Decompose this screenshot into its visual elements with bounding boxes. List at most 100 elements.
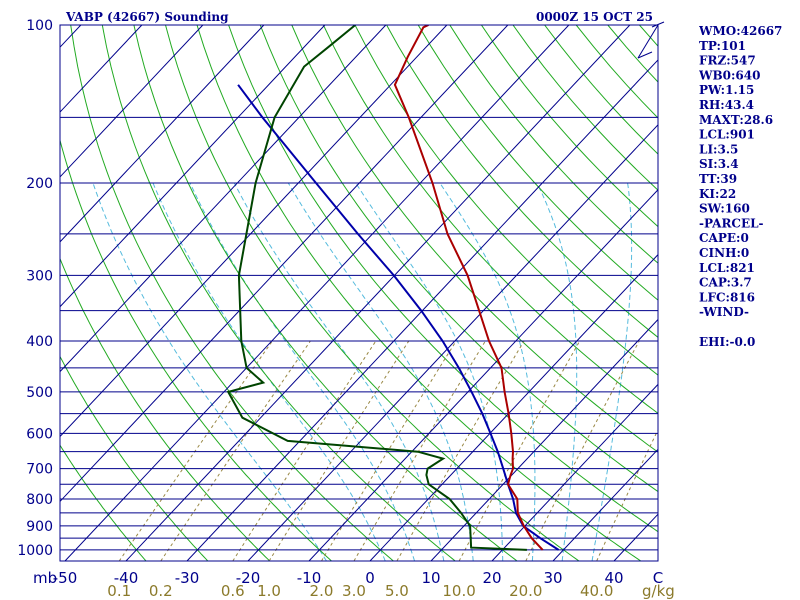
wind-barb-icon xyxy=(637,21,665,59)
pressure-tick-label: 1000 xyxy=(17,543,53,559)
index-item: CINH:0 xyxy=(699,246,749,260)
index-item: CAPE:0 xyxy=(699,231,749,245)
index-item: -WIND- xyxy=(699,305,749,319)
mixing-ratio-tick-label: 5.0 xyxy=(385,582,409,600)
mixing-ratio-line xyxy=(596,428,658,561)
mixing-ratio-tick-label: 0.1 xyxy=(107,582,131,600)
mixing-ratio-line xyxy=(353,340,486,561)
mixing-ratio-line xyxy=(118,340,273,561)
mixing-ratio-tick-label: 0.6 xyxy=(221,582,245,600)
mixing-ratio-line xyxy=(458,340,581,561)
dewpoint-trace xyxy=(226,25,527,551)
index-item: KI:22 xyxy=(699,187,736,201)
temperature-tick-label: 30 xyxy=(543,569,562,587)
dry-adiabat-line xyxy=(449,25,658,264)
pressure-tick-label: 700 xyxy=(26,462,53,478)
pressure-axis-labels: 100 200 300 400 500 600 700 800 900 1000 xyxy=(17,18,53,559)
index-item: WMO:42667 xyxy=(699,24,782,38)
isotherm-line xyxy=(430,318,658,561)
dry-adiabat-line xyxy=(60,444,147,561)
pressure-tick-label: 300 xyxy=(26,268,53,284)
isotherm-line xyxy=(0,25,20,561)
isotherm-line xyxy=(60,25,265,243)
isotherm-line xyxy=(369,253,658,561)
dry-adiabat-line xyxy=(354,25,658,376)
index-item: LI:3.5 xyxy=(699,142,738,156)
isotherm-line xyxy=(491,383,658,561)
index-item: FRZ:547 xyxy=(699,54,756,68)
isotherms xyxy=(0,25,658,561)
indices-list: WMO:42667TP:101FRZ:547WB0:640PW:1.15RH:4… xyxy=(699,24,782,349)
pressure-unit-label: mb xyxy=(33,569,57,587)
mixing-ratio-unit-label: g/kg xyxy=(642,582,675,600)
isotherm-line xyxy=(60,25,509,503)
profiles xyxy=(226,25,560,551)
isotherm-line xyxy=(60,25,326,308)
index-item: SW:160 xyxy=(699,202,750,216)
mixing-ratio-tick-label: 1.0 xyxy=(257,582,281,600)
index-item: RH:43.4 xyxy=(699,98,754,112)
plot-frame xyxy=(59,24,659,562)
index-item: LCL:901 xyxy=(699,128,755,142)
mixing-ratio-tick-label: 40.0 xyxy=(580,582,613,600)
pressure-tick-label: 600 xyxy=(26,426,53,442)
mixing-ratio-lines xyxy=(118,340,658,561)
temperature-axis-labels: -50 -40 -30 -20 -10 0 10 20 30 40 C xyxy=(53,569,663,587)
dry-adiabat-line xyxy=(60,355,209,561)
mixing-ratio-line xyxy=(321,340,457,561)
index-item: -PARCEL- xyxy=(699,216,764,230)
dry-adiabat-line xyxy=(417,25,658,301)
mixing-ratio-line xyxy=(160,340,311,561)
moist-adiabat-line xyxy=(536,182,578,561)
pressure-tick-label: 200 xyxy=(26,176,53,192)
temperature-trace xyxy=(393,25,544,551)
isotherm-line xyxy=(60,25,143,113)
temperature-tick-label: 40 xyxy=(604,569,623,587)
dry-adiabat-line xyxy=(165,25,580,561)
mixing-ratio-tick-label: 0.2 xyxy=(149,582,173,600)
temperature-tick-label: 20 xyxy=(482,569,501,587)
pressure-tick-label: 900 xyxy=(26,519,53,535)
dry-adiabat-line xyxy=(259,25,658,493)
index-item: EHI:-0.0 xyxy=(699,335,755,349)
dry-adiabats xyxy=(60,25,658,561)
isotherm-line xyxy=(552,448,658,561)
mixing-ratio-tick-label: 2.0 xyxy=(310,582,334,600)
temperature-tick-label: -40 xyxy=(114,569,139,587)
temperature-tick-label: -50 xyxy=(53,569,78,587)
isotherm-line xyxy=(60,25,82,48)
mixing-ratio-tick-label: 3.0 xyxy=(342,582,366,600)
temperature-tick-label: -20 xyxy=(236,569,261,587)
mixing-ratio-tick-label: 10.0 xyxy=(442,582,475,600)
index-item: WB0:640 xyxy=(699,68,760,82)
temperature-tick-label: 0 xyxy=(365,569,375,587)
mixing-ratio-tick-label: 20.0 xyxy=(509,582,542,600)
dry-adiabat-line xyxy=(60,257,271,561)
pressure-tick-label: 500 xyxy=(26,385,53,401)
isobars xyxy=(60,24,658,551)
chart-time: 0000Z 15 OCT 25 xyxy=(536,10,653,24)
index-item: PW:1.15 xyxy=(699,83,754,97)
temperature-tick-label: 10 xyxy=(421,569,440,587)
moist-adiabat-line xyxy=(287,182,474,561)
index-item: LFC:816 xyxy=(699,290,755,304)
isotherm-line xyxy=(60,25,204,178)
index-item: TP:101 xyxy=(699,39,746,53)
dry-adiabat-line xyxy=(386,25,658,339)
isotherm-line xyxy=(247,124,658,561)
index-item: MAXT:28.6 xyxy=(699,113,773,127)
dry-adiabat-line xyxy=(228,25,658,533)
mixing-ratio-line xyxy=(396,340,525,561)
mixing-ratio-axis-labels: 0.1 0.2 0.6 1.0 2.0 3.0 5.0 10.0 20.0 40.0 xyxy=(107,582,613,600)
parcel-trace xyxy=(237,84,560,551)
dry-adiabat-line xyxy=(101,25,456,561)
pressure-tick-label: 800 xyxy=(26,492,53,508)
isotherm-line xyxy=(60,25,387,373)
mixing-ratio-line xyxy=(525,340,640,561)
moist-adiabat-line xyxy=(92,182,327,561)
index-item: CAP:3.7 xyxy=(699,276,752,290)
index-item: LCL:821 xyxy=(699,261,755,275)
index-item: TT:39 xyxy=(699,172,737,186)
